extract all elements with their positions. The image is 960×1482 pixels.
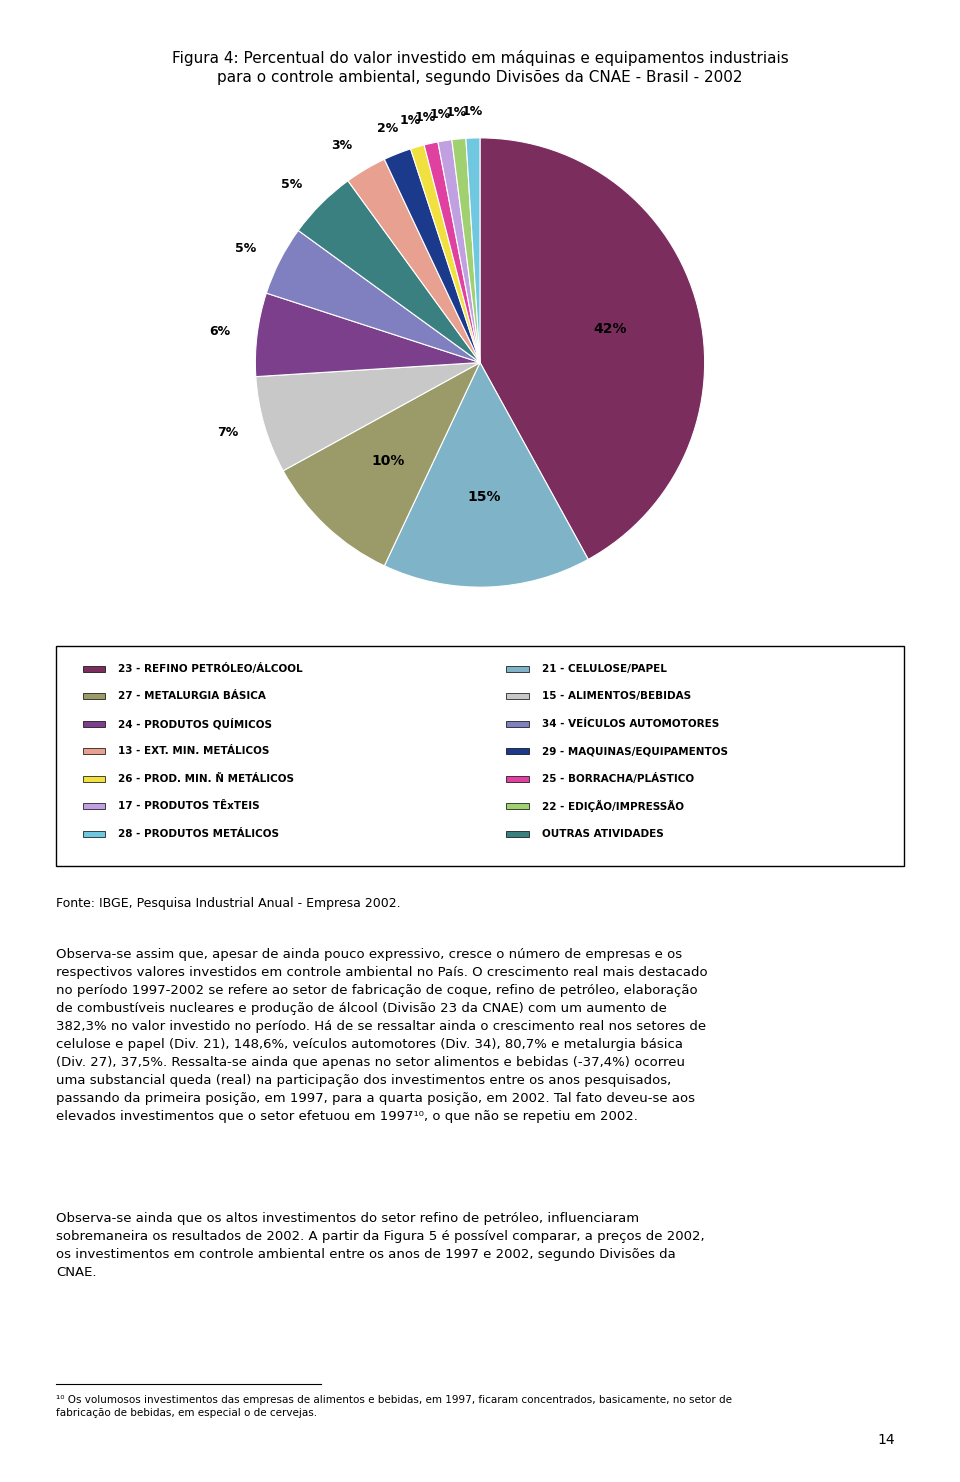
Wedge shape: [452, 138, 480, 363]
Bar: [507, 777, 529, 781]
Text: 21 - CELULOSE/PAPEL: 21 - CELULOSE/PAPEL: [541, 664, 666, 674]
Wedge shape: [255, 293, 480, 376]
Wedge shape: [299, 181, 480, 363]
Bar: [83, 748, 105, 754]
Wedge shape: [384, 148, 480, 363]
Bar: [83, 803, 105, 809]
Text: 1%: 1%: [399, 114, 420, 127]
Text: Observa-se ainda que os altos investimentos do setor refino de petróleo, influen: Observa-se ainda que os altos investimen…: [56, 1212, 705, 1279]
Text: 24 - PRODUTOS QUÍMICOS: 24 - PRODUTOS QUÍMICOS: [118, 717, 272, 729]
Text: 42%: 42%: [594, 322, 627, 336]
Text: 28 - PRODUTOS METÁLICOS: 28 - PRODUTOS METÁLICOS: [118, 828, 279, 839]
FancyBboxPatch shape: [56, 646, 904, 865]
Wedge shape: [348, 159, 480, 363]
Text: 13 - EXT. MIN. METÁLICOS: 13 - EXT. MIN. METÁLICOS: [118, 747, 269, 756]
Text: 5%: 5%: [281, 178, 302, 191]
Bar: [83, 720, 105, 726]
Text: Figura 4: Percentual do valor investido em máquinas e equipamentos industriais: Figura 4: Percentual do valor investido …: [172, 50, 788, 67]
Text: 29 - MAQUINAS/EQUIPAMENTOS: 29 - MAQUINAS/EQUIPAMENTOS: [541, 747, 728, 756]
Bar: [507, 694, 529, 700]
Text: ¹⁰ Os volumosos investimentos das empresas de alimentos e bebidas, em 1997, fica: ¹⁰ Os volumosos investimentos das empres…: [56, 1395, 732, 1418]
Text: Fonte: IBGE, Pesquisa Industrial Anual - Empresa 2002.: Fonte: IBGE, Pesquisa Industrial Anual -…: [56, 897, 400, 910]
Text: 22 - EDIÇÃO/IMPRESSÃO: 22 - EDIÇÃO/IMPRESSÃO: [541, 800, 684, 812]
Wedge shape: [266, 231, 480, 363]
Text: 25 - BORRACHA/PLÁSTICO: 25 - BORRACHA/PLÁSTICO: [541, 774, 694, 784]
Bar: [507, 665, 529, 671]
Text: 7%: 7%: [217, 427, 238, 439]
Bar: [83, 665, 105, 671]
Text: 1%: 1%: [445, 105, 467, 119]
Text: 3%: 3%: [331, 139, 352, 153]
Wedge shape: [255, 363, 480, 471]
Text: OUTRAS ATIVIDADES: OUTRAS ATIVIDADES: [541, 828, 663, 839]
Wedge shape: [424, 142, 480, 363]
Wedge shape: [466, 138, 480, 363]
Wedge shape: [384, 363, 588, 587]
Wedge shape: [411, 145, 480, 363]
Text: 27 - METALURGIA BÁSICA: 27 - METALURGIA BÁSICA: [118, 691, 266, 701]
Text: Observa-se assim que, apesar de ainda pouco expressivo, cresce o número de empre: Observa-se assim que, apesar de ainda po…: [56, 948, 708, 1123]
Bar: [507, 803, 529, 809]
Bar: [83, 831, 105, 836]
Text: 1%: 1%: [430, 108, 451, 120]
Text: 1%: 1%: [462, 105, 483, 117]
Text: 2%: 2%: [376, 122, 398, 135]
Text: 6%: 6%: [209, 325, 230, 338]
Bar: [507, 748, 529, 754]
Wedge shape: [480, 138, 705, 559]
Bar: [507, 831, 529, 836]
Text: 10%: 10%: [372, 453, 404, 468]
Text: 15 - ALIMENTOS/BEBIDAS: 15 - ALIMENTOS/BEBIDAS: [541, 691, 691, 701]
Text: 26 - PROD. MIN. Ñ METÁLICOS: 26 - PROD. MIN. Ñ METÁLICOS: [118, 774, 294, 784]
Text: 17 - PRODUTOS TÊxTEIS: 17 - PRODUTOS TÊxTEIS: [118, 802, 259, 811]
Text: 34 - VEÍCULOS AUTOMOTORES: 34 - VEÍCULOS AUTOMOTORES: [541, 719, 719, 729]
Text: 14: 14: [877, 1433, 895, 1446]
Text: 5%: 5%: [234, 242, 255, 255]
Bar: [83, 777, 105, 781]
Bar: [83, 694, 105, 700]
Wedge shape: [283, 363, 480, 566]
Text: 23 - REFINO PETRÓLEO/ÁLCOOL: 23 - REFINO PETRÓLEO/ÁLCOOL: [118, 664, 302, 674]
Bar: [507, 720, 529, 726]
Text: 15%: 15%: [468, 491, 501, 504]
Wedge shape: [438, 139, 480, 363]
Text: para o controle ambiental, segundo Divisões da CNAE - Brasil - 2002: para o controle ambiental, segundo Divis…: [217, 70, 743, 84]
Text: 1%: 1%: [415, 111, 436, 123]
